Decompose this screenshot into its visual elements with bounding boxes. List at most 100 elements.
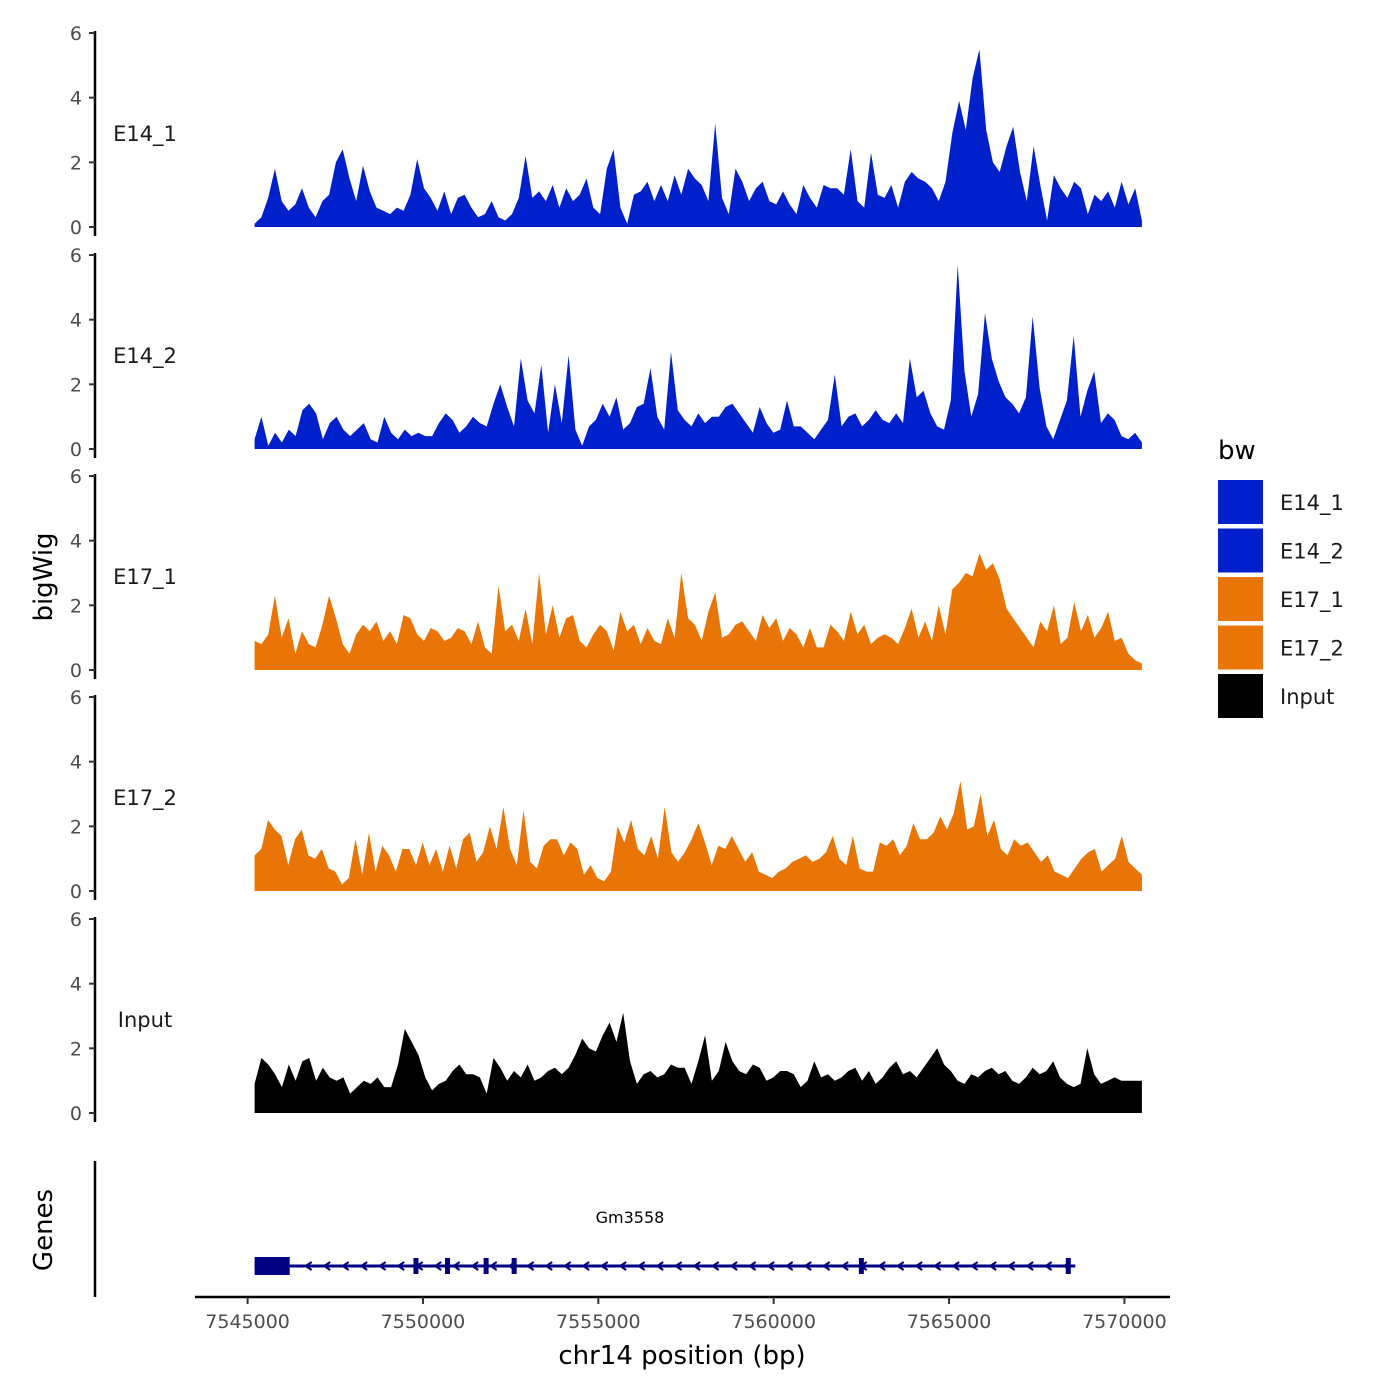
strand-arrow	[1025, 1261, 1034, 1271]
genes-axis-title: Genes	[29, 1189, 59, 1271]
track-label: E17_2	[113, 786, 177, 811]
y-tick-label: 2	[70, 816, 82, 838]
legend-label: Input	[1280, 685, 1334, 709]
strand-arrow	[451, 1261, 461, 1271]
strand-arrow	[951, 1261, 960, 1271]
y-tick-label: 4	[70, 531, 82, 553]
y-tick-label: 0	[70, 660, 82, 682]
strand-arrow	[377, 1261, 387, 1271]
strand-arrow	[1043, 1261, 1053, 1271]
strand-arrow	[359, 1261, 368, 1271]
legend-swatch-E14_1	[1218, 480, 1263, 524]
strand-arrow	[747, 1261, 757, 1271]
y-tick-label: 2	[70, 1038, 82, 1060]
gene-exon	[858, 1258, 864, 1274]
strand-arrow	[488, 1261, 498, 1271]
strand-arrow	[433, 1261, 442, 1271]
strand-arrow	[581, 1261, 590, 1271]
y-tick-label: 0	[70, 439, 82, 461]
signal-area-E17_1	[254, 553, 1142, 670]
y-tick-label: 0	[70, 881, 82, 903]
strand-arrow	[784, 1261, 794, 1271]
x-tick-label: 7545000	[205, 1311, 290, 1333]
track-label: E14_2	[113, 344, 177, 369]
strand-arrow	[562, 1261, 572, 1271]
track-E17_1: 0 2 4 6 E17_1	[70, 466, 1142, 682]
strand-arrow	[322, 1261, 331, 1271]
signal-area-E14_2	[254, 264, 1142, 449]
strand-arrow	[766, 1261, 775, 1271]
strand-arrow	[525, 1261, 535, 1271]
x-tick-label: 7565000	[907, 1311, 992, 1333]
legend-label: E14_2	[1280, 540, 1344, 565]
y-tick-label: 6	[70, 466, 82, 488]
track-E17_2: 0 2 4 6 E17_2	[70, 687, 1142, 903]
signal-area-Input	[254, 1012, 1142, 1113]
signal-tracks: 0 2 4 6 E14_1 0 2 4 6 E14_2 0 2 4 6 E17_1 0 2 4 6 E17_2 0 2 4 6…	[70, 23, 1142, 1125]
strand-arrow	[544, 1261, 553, 1271]
y-tick-label: 4	[70, 310, 82, 332]
strand-arrow	[840, 1261, 849, 1271]
strand-arrow	[932, 1261, 942, 1271]
y-tick-label: 6	[70, 909, 82, 931]
strand-arrow	[692, 1261, 701, 1271]
y-tick-label: 2	[70, 152, 82, 174]
y-tick-label: 2	[70, 595, 82, 617]
y-tick-label: 0	[70, 217, 82, 239]
y-tick-label: 4	[70, 752, 82, 774]
gene-exon	[445, 1258, 451, 1274]
signal-area-E17_2	[254, 781, 1142, 891]
y-tick-label: 4	[70, 88, 82, 110]
legend: bw E14_1 E14_2 E17_1 E17_2 Input	[1218, 436, 1344, 718]
y-axis-title: bigWig	[29, 532, 59, 621]
x-tick-label: 7550000	[381, 1311, 466, 1333]
legend-swatch-E17_1	[1218, 577, 1263, 621]
y-tick-label: 6	[70, 687, 82, 709]
legend-label: E17_1	[1280, 588, 1344, 613]
strand-arrow	[988, 1261, 997, 1271]
x-axis: 7545000 7550000 7555000 7560000 7565000 75700…	[195, 1295, 1170, 1333]
gene-utr-block	[254, 1257, 290, 1275]
strand-arrow	[340, 1261, 350, 1271]
strand-arrow	[303, 1261, 313, 1271]
y-tick-label: 4	[70, 974, 82, 996]
y-tick-label: 6	[70, 245, 82, 267]
y-tick-label: 0	[70, 1103, 82, 1125]
strand-arrow	[1006, 1261, 1016, 1271]
y-tick-label: 6	[70, 23, 82, 45]
x-tick-label: 7560000	[731, 1311, 816, 1333]
track-E14_2: 0 2 4 6 E14_2	[70, 245, 1142, 461]
strand-arrow	[618, 1261, 627, 1271]
y-tick-label: 2	[70, 374, 82, 396]
x-tick-label: 7555000	[556, 1311, 641, 1333]
strand-arrow	[396, 1261, 405, 1271]
strand-arrow	[821, 1261, 831, 1271]
strand-arrow	[636, 1261, 646, 1271]
legend-title: bw	[1218, 436, 1256, 466]
strand-arrow	[599, 1261, 609, 1271]
signal-area-E14_1	[254, 49, 1142, 228]
legend-label: E17_2	[1280, 637, 1344, 662]
strand-arrow	[729, 1261, 738, 1271]
x-tick-label: 7570000	[1082, 1311, 1167, 1333]
strand-arrow	[877, 1261, 886, 1271]
strand-arrow	[710, 1261, 720, 1271]
gene-exon	[413, 1258, 419, 1274]
legend-swatch-Input	[1218, 674, 1263, 718]
track-label: Input	[118, 1008, 172, 1032]
strand-arrow	[673, 1261, 683, 1271]
legend-swatch-E14_2	[1218, 528, 1263, 573]
legend-label: E14_1	[1280, 491, 1344, 516]
strand-arrow	[969, 1261, 979, 1271]
track-label: E17_1	[113, 565, 177, 590]
x-axis-title: chr14 position (bp)	[558, 1341, 805, 1371]
track-label: E14_1	[113, 122, 177, 147]
strand-arrow	[655, 1261, 664, 1271]
track-E14_1: 0 2 4 6 E14_1	[70, 23, 1142, 239]
gene-exon	[483, 1258, 489, 1274]
legend-swatch-E17_2	[1218, 625, 1263, 670]
strand-arrow	[895, 1261, 905, 1271]
strand-arrow	[803, 1261, 812, 1271]
gene-exon	[1065, 1258, 1071, 1274]
